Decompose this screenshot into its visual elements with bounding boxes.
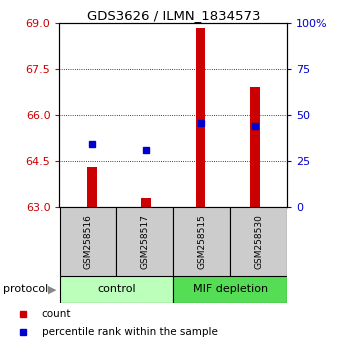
Title: GDS3626 / ILMN_1834573: GDS3626 / ILMN_1834573 bbox=[87, 9, 260, 22]
Text: GSM258530: GSM258530 bbox=[254, 214, 263, 269]
Bar bbox=[195, 28, 205, 207]
Text: ▶: ▶ bbox=[49, 284, 57, 295]
Bar bbox=[141, 198, 151, 207]
Bar bbox=[116, 207, 173, 276]
Bar bbox=[59, 276, 173, 303]
Bar bbox=[173, 207, 231, 276]
Text: count: count bbox=[42, 309, 71, 319]
Bar bbox=[231, 207, 287, 276]
Bar bbox=[250, 87, 260, 207]
Text: GSM258516: GSM258516 bbox=[84, 214, 92, 269]
Text: control: control bbox=[97, 284, 136, 295]
Text: percentile rank within the sample: percentile rank within the sample bbox=[42, 327, 218, 337]
Bar bbox=[87, 167, 97, 207]
Text: GSM258515: GSM258515 bbox=[198, 214, 206, 269]
Text: MIF depletion: MIF depletion bbox=[193, 284, 268, 295]
Text: protocol: protocol bbox=[3, 284, 49, 295]
Bar bbox=[59, 207, 116, 276]
Text: GSM258517: GSM258517 bbox=[140, 214, 149, 269]
Bar bbox=[173, 276, 287, 303]
